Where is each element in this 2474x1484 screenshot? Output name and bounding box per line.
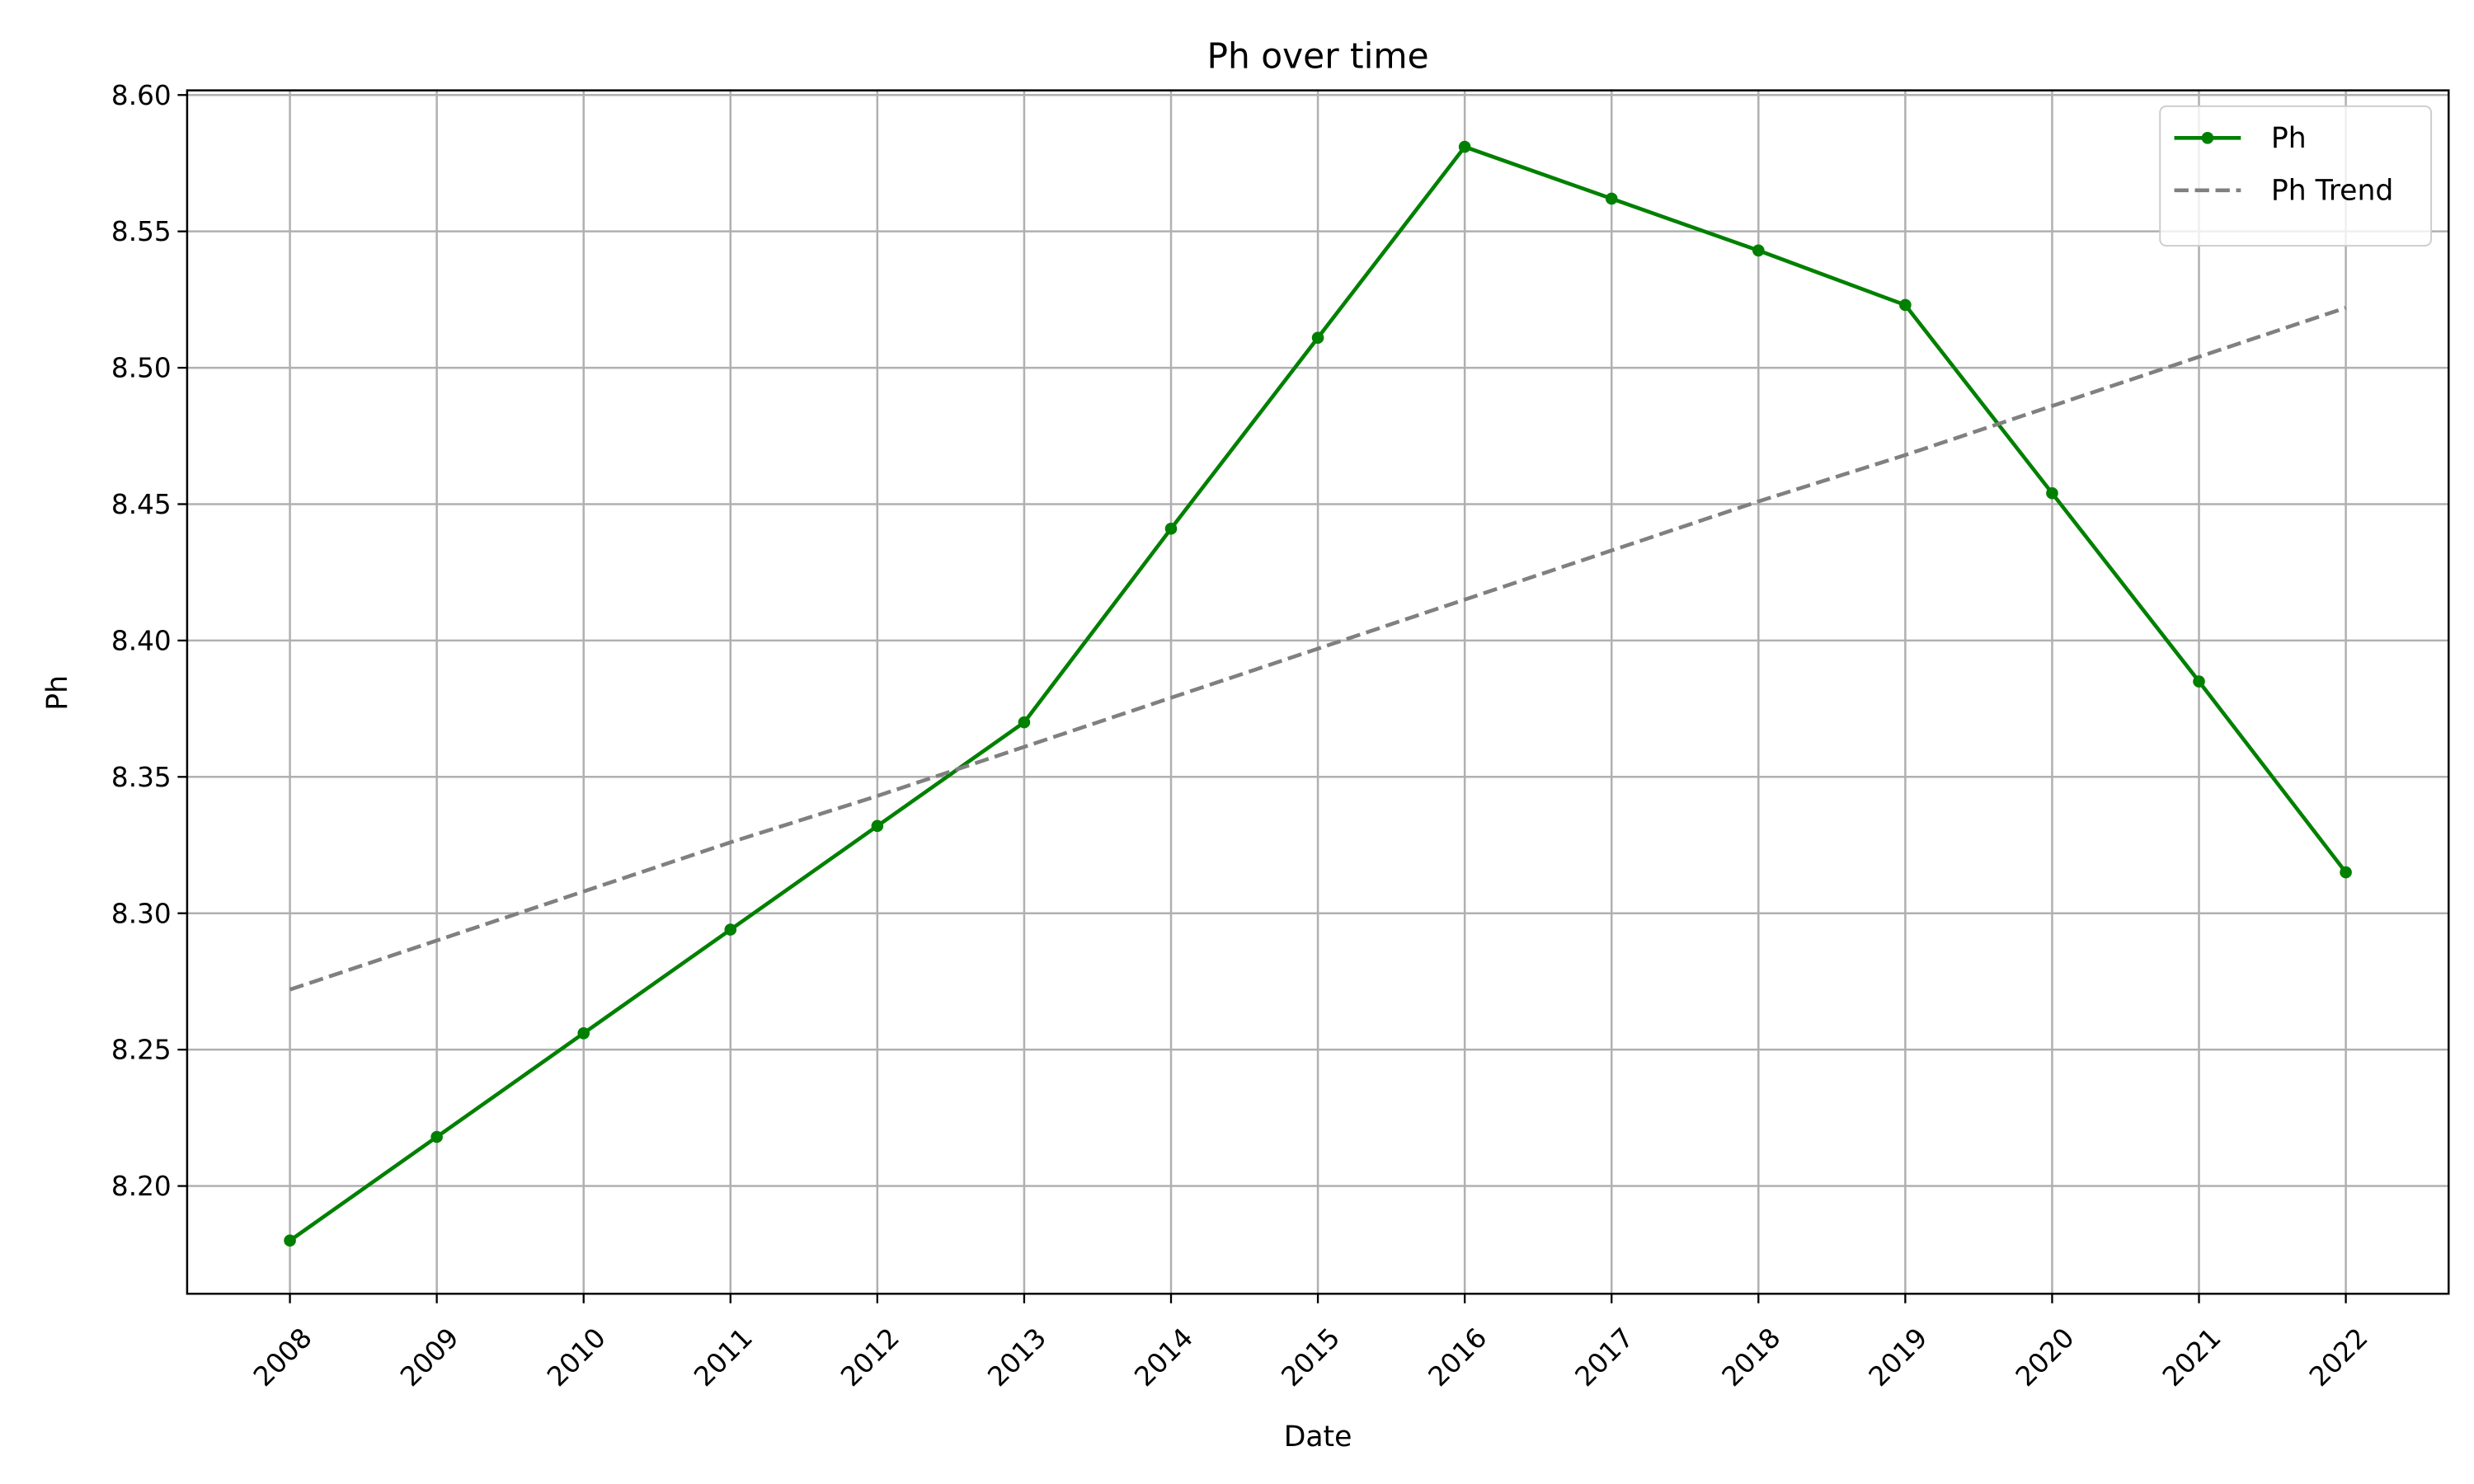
y-tick-label: 8.50 [111, 353, 172, 384]
legend-marker [2201, 132, 2214, 144]
x-axis-label: Date [1284, 1421, 1352, 1453]
x-tick-label: 2018 [1716, 1322, 1787, 1392]
data-point [871, 819, 884, 833]
data-point [430, 1130, 443, 1144]
y-tick-label: 8.60 [111, 80, 172, 111]
x-tick-label: 2010 [541, 1322, 612, 1392]
y-tick-label: 8.40 [111, 625, 172, 656]
x-tick-label: 2019 [1863, 1322, 1934, 1392]
x-tick-label: 2009 [394, 1322, 465, 1392]
y-tick-label: 8.30 [111, 898, 172, 929]
data-point [1311, 331, 1324, 344]
x-tick-label: 2016 [1423, 1322, 1493, 1392]
data-line [289, 306, 2347, 992]
data-point [1018, 716, 1031, 729]
x-tick-label: 2020 [2010, 1322, 2081, 1392]
data-point [2340, 866, 2352, 879]
y-tick-label: 8.35 [111, 762, 172, 793]
x-tick-label: 2008 [247, 1322, 318, 1392]
x-tick-label: 2015 [1276, 1322, 1347, 1392]
y-tick-label: 8.45 [111, 489, 172, 520]
data-point [284, 1234, 296, 1247]
x-tick-label: 2017 [1569, 1322, 1640, 1392]
x-tick-label: 2021 [2157, 1322, 2227, 1392]
legend-box [2159, 105, 2433, 247]
x-tick-label: 2022 [2303, 1322, 2374, 1392]
x-tick-label: 2011 [688, 1322, 759, 1392]
plot-frame [186, 89, 2450, 1295]
y-tick-label: 8.20 [111, 1171, 172, 1202]
data-point [1164, 522, 1178, 535]
data-point [1605, 192, 1618, 205]
x-tick-label: 2013 [981, 1322, 1052, 1392]
chart-title: Ph over time [1207, 36, 1429, 77]
data-point [1458, 140, 1471, 153]
legend-label: Ph Trend [2271, 174, 2394, 207]
legend-label: Ph [2271, 122, 2307, 155]
data-point [577, 1026, 590, 1040]
x-tick-label: 2012 [835, 1322, 905, 1392]
y-axis-label: Ph [41, 675, 74, 711]
y-tick-label: 8.55 [111, 216, 172, 247]
data-point [2046, 486, 2058, 500]
data-point [724, 923, 737, 936]
data-point [1899, 298, 1912, 312]
y-tick-label: 8.25 [111, 1035, 172, 1066]
data-point [2193, 675, 2205, 688]
data-point [1752, 244, 1765, 257]
legend: Ph Ph Trend [2159, 105, 2433, 247]
x-tick-label: 2014 [1128, 1322, 1199, 1392]
